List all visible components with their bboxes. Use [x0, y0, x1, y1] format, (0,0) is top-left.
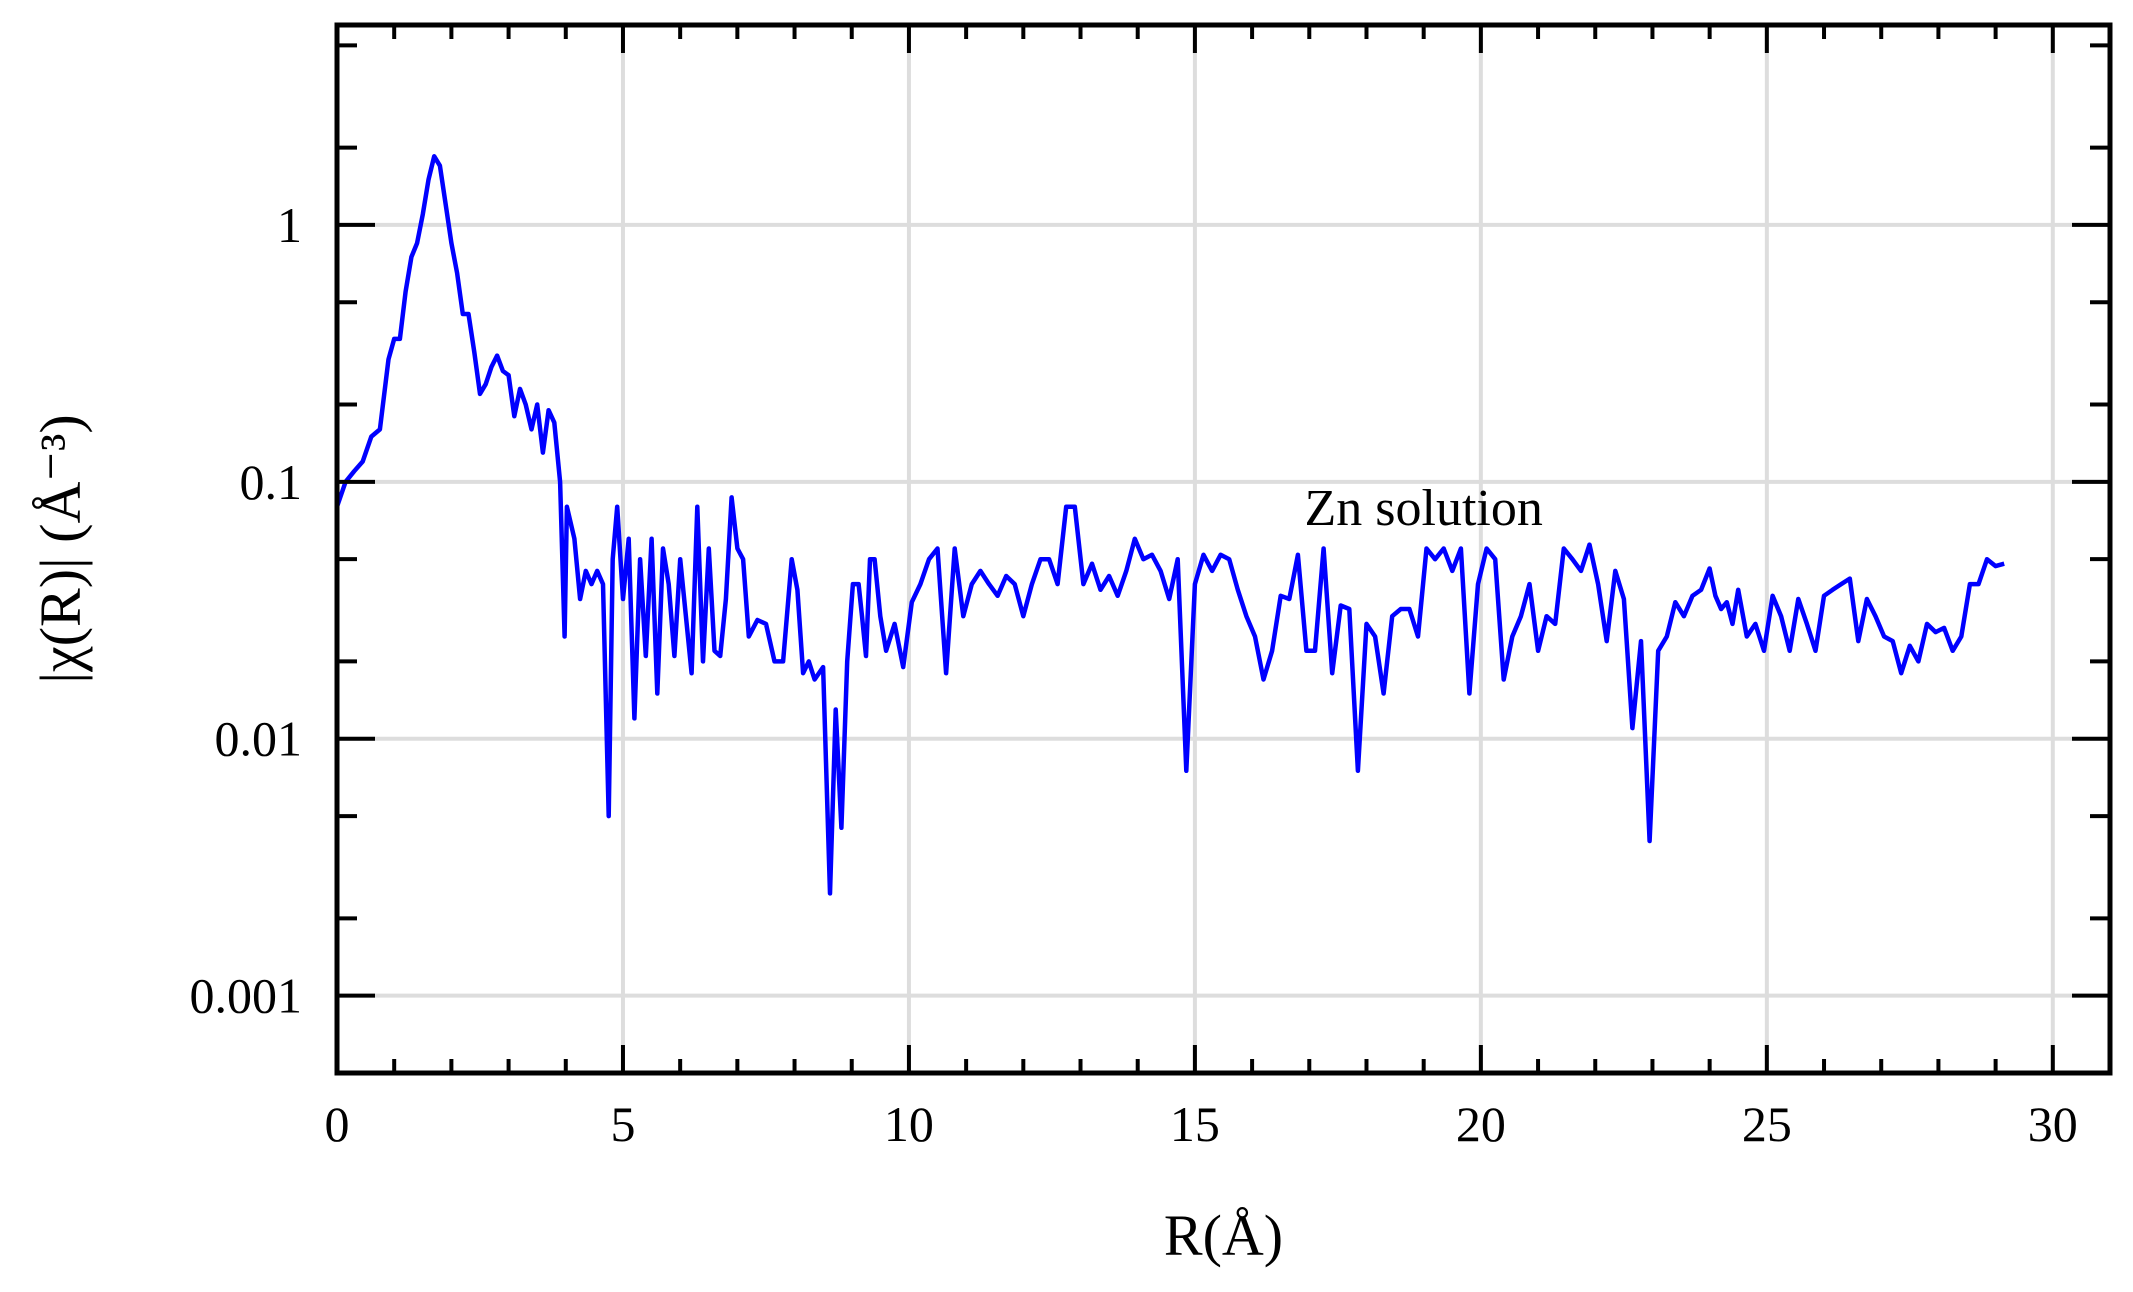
annotation-zn-solution: Zn solution	[1305, 480, 1543, 537]
x-tick-label: 30	[2028, 1096, 2078, 1152]
y-tick-label: 0.01	[215, 711, 303, 767]
y-axis-title: |χ(R)| (Å⁻³)	[28, 414, 93, 683]
y-tick-label: 0.001	[190, 968, 303, 1024]
y-tick-labels: 0.001 0.01 0.1 1	[190, 197, 303, 1024]
x-tick-label: 25	[1742, 1096, 1792, 1152]
series-layer	[334, 154, 2005, 896]
x-axis-title: R(Å)	[1164, 1203, 1283, 1268]
x-tick-label: 15	[1170, 1096, 1220, 1152]
x-tick-label: 0	[325, 1096, 350, 1152]
x-tick-label: 10	[884, 1096, 934, 1152]
x-tick-labels: 0 5 10 15 20 25 30	[325, 1096, 2078, 1152]
y-tick-label: 1	[277, 197, 302, 253]
grid	[337, 25, 2110, 1073]
axis-ticks	[335, 25, 2112, 1075]
series-line-zn-solution	[334, 154, 2005, 896]
plot-frame	[334, 22, 2113, 1076]
x-tick-label: 5	[610, 1096, 635, 1152]
y-tick-label: 0.1	[240, 454, 303, 510]
x-tick-label: 20	[1456, 1096, 1506, 1152]
